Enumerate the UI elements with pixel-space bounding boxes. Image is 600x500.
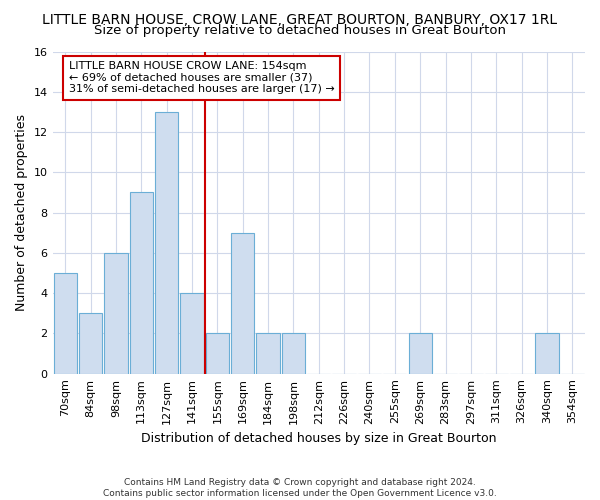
Bar (181, 293, 203, 374)
Y-axis label: Number of detached properties: Number of detached properties (15, 114, 28, 311)
Bar (53, 273, 77, 374)
Bar (130, 192, 153, 374)
Bar (104, 253, 128, 374)
X-axis label: Distribution of detached houses by size in Great Bourton: Distribution of detached houses by size … (141, 432, 497, 445)
Bar (535, 334, 559, 374)
Bar (282, 334, 305, 374)
Bar (231, 232, 254, 374)
Bar (155, 112, 178, 374)
Bar (206, 334, 229, 374)
Bar (79, 314, 102, 374)
Text: LITTLE BARN HOUSE CROW LANE: 154sqm
← 69% of detached houses are smaller (37)
31: LITTLE BARN HOUSE CROW LANE: 154sqm ← 69… (68, 61, 334, 94)
Text: Contains HM Land Registry data © Crown copyright and database right 2024.
Contai: Contains HM Land Registry data © Crown c… (103, 478, 497, 498)
Text: LITTLE BARN HOUSE, CROW LANE, GREAT BOURTON, BANBURY, OX17 1RL: LITTLE BARN HOUSE, CROW LANE, GREAT BOUR… (43, 12, 557, 26)
Text: Size of property relative to detached houses in Great Bourton: Size of property relative to detached ho… (94, 24, 506, 37)
Bar (409, 334, 432, 374)
Bar (256, 334, 280, 374)
